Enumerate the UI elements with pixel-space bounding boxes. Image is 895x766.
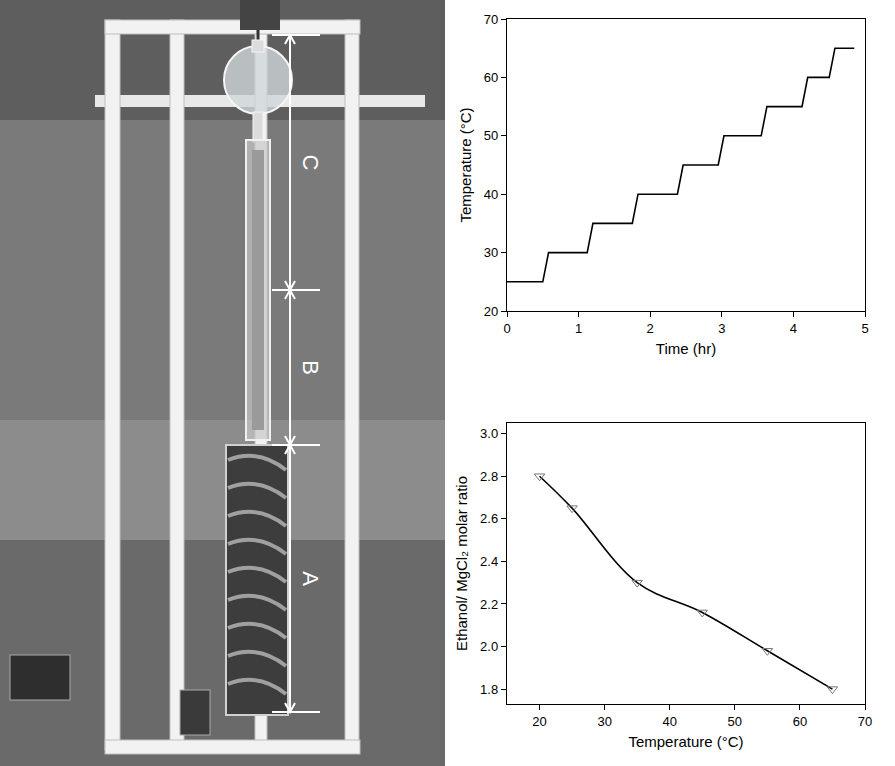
svg-text:30: 30: [484, 245, 498, 260]
svg-text:A: A: [298, 571, 323, 586]
svg-text:Temperature (°C): Temperature (°C): [628, 733, 743, 750]
svg-text:30: 30: [597, 714, 611, 729]
svg-text:20: 20: [484, 304, 498, 319]
svg-text:2.0: 2.0: [480, 639, 498, 654]
svg-text:3.0: 3.0: [480, 426, 498, 441]
svg-text:1: 1: [575, 321, 582, 336]
svg-text:40: 40: [484, 187, 498, 202]
svg-text:Temperature (°C): Temperature (°C): [457, 107, 474, 222]
svg-text:3: 3: [718, 321, 725, 336]
svg-text:2: 2: [647, 321, 654, 336]
svg-text:C: C: [298, 155, 323, 171]
svg-text:40: 40: [662, 714, 676, 729]
svg-text:4: 4: [790, 321, 797, 336]
svg-text:2.2: 2.2: [480, 597, 498, 612]
svg-text:B: B: [298, 360, 323, 375]
svg-text:70: 70: [858, 714, 872, 729]
svg-text:2.4: 2.4: [480, 554, 498, 569]
svg-text:2.8: 2.8: [480, 469, 498, 484]
svg-text:5: 5: [861, 321, 868, 336]
svg-text:20: 20: [532, 714, 546, 729]
svg-text:50: 50: [484, 128, 498, 143]
svg-text:Ethanol/ MgCl₂ molar ratio: Ethanol/ MgCl₂ molar ratio: [453, 476, 470, 651]
svg-text:2.6: 2.6: [480, 511, 498, 526]
svg-text:70: 70: [484, 12, 498, 27]
svg-text:60: 60: [484, 70, 498, 85]
svg-text:0: 0: [503, 321, 510, 336]
svg-text:Time (hr): Time (hr): [656, 340, 716, 357]
svg-text:50: 50: [728, 714, 742, 729]
svg-text:60: 60: [793, 714, 807, 729]
svg-text:1.8: 1.8: [480, 682, 498, 697]
